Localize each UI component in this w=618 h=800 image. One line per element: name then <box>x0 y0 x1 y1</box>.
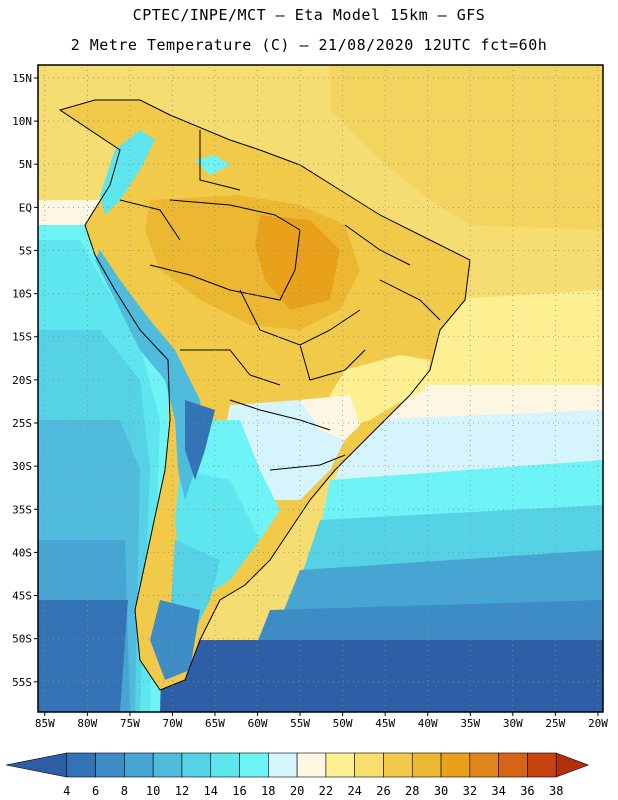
lat-label: 55S <box>12 676 32 689</box>
colorbar-label: 10 <box>146 784 160 798</box>
lat-label: 35S <box>12 503 32 516</box>
lon-label: 65W <box>205 717 225 730</box>
lon-label: 20W <box>588 717 608 730</box>
colorbar-swatch <box>469 752 499 778</box>
colorbar-label: 4 <box>63 784 70 798</box>
colorbar-swatch <box>239 752 269 778</box>
lon-label: 60W <box>248 717 268 730</box>
colorbar-swatch <box>181 752 212 778</box>
lon-label: 35W <box>460 717 480 730</box>
lat-label: 20S <box>12 374 32 387</box>
colorbar-label: 18 <box>261 784 275 798</box>
colorbar-label: 12 <box>175 784 189 798</box>
colorbar-label: 38 <box>549 784 563 798</box>
colorbar-label: 20 <box>290 784 304 798</box>
colorbar-swatch <box>124 752 154 778</box>
lat-label: 25S <box>12 417 32 430</box>
colorbar-swatch <box>440 752 471 778</box>
colorbar-label: 26 <box>376 784 390 798</box>
lat-label: 40S <box>12 546 32 559</box>
lat-label: 5S <box>19 244 32 257</box>
lon-label: 45W <box>375 717 395 730</box>
lat-label: 10S <box>12 288 32 301</box>
colorbar-label: 36 <box>520 784 534 798</box>
colorbar-swatch <box>210 752 240 778</box>
lon-label: 30W <box>503 717 523 730</box>
colorbar-label: 32 <box>463 784 477 798</box>
lat-label: 10N <box>12 115 32 128</box>
lon-label: 40W <box>418 717 438 730</box>
colorbar-label: 16 <box>232 784 246 798</box>
colorbar-label: 8 <box>121 784 128 798</box>
lon-label: 70W <box>163 717 183 730</box>
colorbar-label: 24 <box>347 784 361 798</box>
colorbar-label: 28 <box>405 784 419 798</box>
colorbar-label: 22 <box>319 784 333 798</box>
colorbar-swatch <box>325 752 355 778</box>
colorbar-label: 14 <box>204 784 218 798</box>
lat-label: 15S <box>12 331 32 344</box>
colorbar-swatch <box>5 752 68 778</box>
colorbar-swatch <box>95 752 125 778</box>
colorbar-swatch <box>66 752 96 778</box>
lon-label: 85W <box>35 717 55 730</box>
chart-title: CPTEC/INPE/MCT – Eta Model 15km – GFS <box>132 6 486 24</box>
colorbar-swatch <box>527 752 557 778</box>
lon-label: 80W <box>77 717 97 730</box>
lat-label: 5N <box>19 158 32 171</box>
colorbar-swatch <box>268 752 298 778</box>
lat-label: EQ <box>19 201 32 214</box>
colorbar-label: 30 <box>434 784 448 798</box>
lon-label: 50W <box>333 717 353 730</box>
lat-label: 50S <box>12 633 32 646</box>
colorbar-swatch <box>498 752 528 778</box>
colorbar-swatch <box>383 752 413 778</box>
chart-subtitle: 2 Metre Temperature (C) – 21/08/2020 12U… <box>70 36 548 54</box>
lat-label: 45S <box>12 590 32 603</box>
colorbar-swatch <box>411 752 442 778</box>
colorbar-label: 6 <box>92 784 99 798</box>
lat-label: 30S <box>12 460 32 473</box>
lon-label: 55W <box>290 717 310 730</box>
colorbar-swatch <box>296 752 327 778</box>
colorbar-swatch <box>354 752 384 778</box>
lon-label: 75W <box>120 717 140 730</box>
colorbar-swatch <box>555 752 590 778</box>
lat-label: 15N <box>12 72 32 85</box>
lon-label: 25W <box>545 717 565 730</box>
colorbar-swatch <box>152 752 183 778</box>
colorbar-label: 34 <box>491 784 505 798</box>
